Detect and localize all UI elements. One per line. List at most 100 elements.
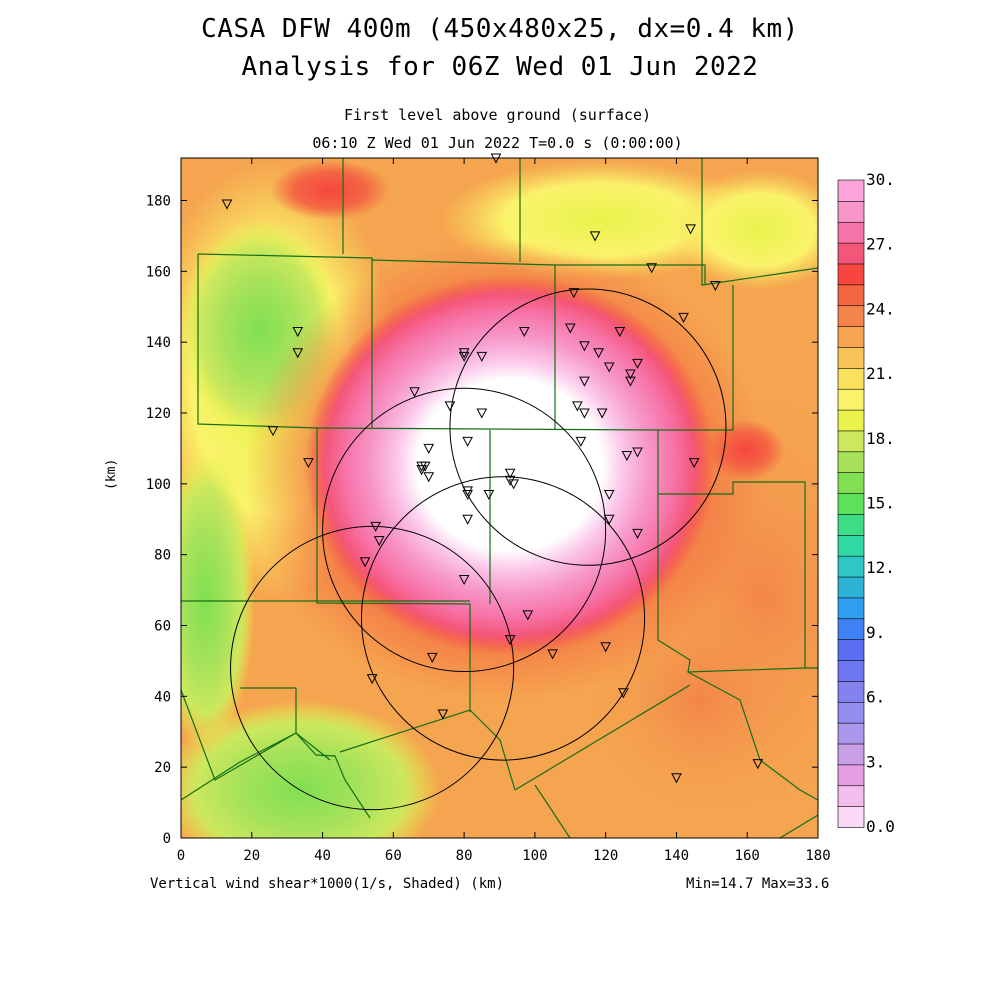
station-marker <box>614 327 626 338</box>
colorbar-label: 30. <box>866 170 895 189</box>
station-marker <box>504 635 516 646</box>
colorbar-label: 12. <box>866 558 895 577</box>
x-tick-label: 140 <box>664 848 689 864</box>
colorbar-swatch <box>837 555 865 578</box>
colorbar-swatch <box>837 430 865 453</box>
station-marker <box>625 376 636 387</box>
station-marker <box>564 323 576 334</box>
station-marker <box>423 472 435 483</box>
colorbar-swatch <box>837 263 865 286</box>
station-marker <box>409 387 420 398</box>
station-marker <box>437 709 449 720</box>
colorbar-swatch <box>837 617 865 640</box>
station-marker <box>625 369 636 380</box>
radar-coverage-rings <box>230 288 727 811</box>
station-marker <box>462 514 473 525</box>
station-marker <box>458 574 470 586</box>
colorbar-label: 21. <box>866 364 895 383</box>
station-marker <box>426 652 438 663</box>
station-marker <box>593 348 604 359</box>
x-tick-label: 80 <box>456 848 473 864</box>
station-marker <box>508 479 519 490</box>
station-marker <box>370 521 381 532</box>
station-marker <box>458 348 470 359</box>
colorbar-swatch <box>837 409 865 432</box>
station-marker <box>462 486 473 497</box>
station-marker <box>568 288 580 299</box>
colorbar-swatch <box>837 784 865 807</box>
station-marker <box>618 688 629 699</box>
y-tick-label: 140 <box>146 335 171 351</box>
colorbar-swatch <box>837 346 865 369</box>
x-tick-label: 40 <box>314 848 331 864</box>
x-tick-label: 160 <box>735 848 760 864</box>
station-marker <box>518 327 530 338</box>
station-marker <box>688 458 700 469</box>
station-marker <box>632 528 643 539</box>
station-marker <box>462 436 473 447</box>
x-tick-label: 120 <box>593 848 618 864</box>
y-tick-label: 20 <box>154 760 171 776</box>
station-marker <box>632 358 643 369</box>
colorbar-swatch <box>837 722 865 745</box>
colorbar-swatch <box>837 325 865 348</box>
field-caption: Vertical wind shear*1000(1/s, Shaded) (k… <box>150 876 505 892</box>
station-marker <box>603 362 615 373</box>
colorbar-swatch <box>837 367 865 390</box>
station-marker <box>462 489 473 501</box>
station-marker <box>221 199 233 210</box>
colorbar-swatch <box>837 701 865 724</box>
colorbar-swatch <box>837 513 865 536</box>
colorbar-swatch <box>837 221 865 244</box>
y-tick-label: 120 <box>146 406 171 422</box>
colorbar-swatch <box>837 471 865 494</box>
colorbar-swatch <box>837 638 865 661</box>
station-marker <box>621 451 633 462</box>
colorbar-swatch <box>837 200 865 223</box>
station-marker <box>710 281 721 292</box>
station-marker <box>752 759 764 770</box>
station-marker <box>416 465 427 476</box>
colorbar-swatch <box>837 764 865 787</box>
x-tick-label: 60 <box>385 848 402 864</box>
colorbar-swatch <box>837 597 865 620</box>
colorbar-swatch <box>837 242 865 265</box>
station-marker <box>600 642 611 653</box>
station-marker <box>423 443 435 454</box>
colorbar-label: 0.0 <box>866 817 895 836</box>
colorbar-swatch <box>837 659 865 682</box>
station-marker <box>678 312 689 323</box>
y-tick-label: 100 <box>146 477 171 493</box>
colorbar-label: 18. <box>866 429 895 448</box>
x-tick-label: 180 <box>805 848 830 864</box>
colorbar-swatch <box>837 388 865 411</box>
shear-field <box>181 158 818 838</box>
colorbar-label: 3. <box>866 752 885 771</box>
colorbar-swatch <box>837 492 865 515</box>
station-marker <box>572 401 583 412</box>
radar-ring <box>230 525 515 811</box>
colorbar-swatch <box>837 680 865 703</box>
y-tick-label: 60 <box>154 619 171 635</box>
station-marker <box>292 327 304 338</box>
colorbar-swatch <box>837 284 865 307</box>
min-max-readout: Min=14.7 Max=33.6 <box>686 876 830 892</box>
station-marker <box>458 351 470 362</box>
map-subtitle-level: First level above ground (surface) <box>343 106 652 124</box>
x-tick-label: 20 <box>243 848 260 864</box>
y-tick-label: 160 <box>146 264 171 280</box>
station-marker <box>359 557 371 568</box>
station-marker <box>373 536 385 547</box>
radar-ring <box>360 476 646 761</box>
colorbar-label: 15. <box>866 494 895 513</box>
station-marker <box>671 773 682 784</box>
y-axis: 0 20 40 60 80 100 120 140 160 180 <box>146 194 818 847</box>
x-tick-label: 0 <box>177 848 185 864</box>
map-title-analysis-time: Analysis for 06Z Wed 01 Jun 2022 <box>241 52 759 82</box>
county-boundaries <box>181 158 818 838</box>
station-marker <box>603 514 615 525</box>
station-marker <box>579 408 590 419</box>
station-marker <box>685 224 696 235</box>
map-subtitle-valid-time: 06:10 Z Wed 01 Jun 2022 T=0.0 s (0:00:00… <box>312 134 683 152</box>
